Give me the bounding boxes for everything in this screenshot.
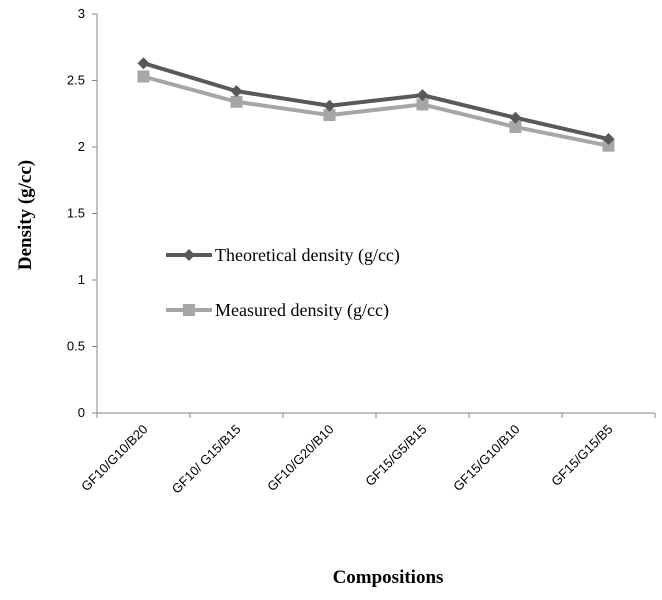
x-axis: GF10/G10/B20 GF10/ G15/B15 GF10/G20/B10 GF1… [78, 412, 656, 497]
series-line [142, 61, 609, 141]
y-axis-title: Density (g/cc) [15, 160, 36, 270]
data-point [323, 99, 336, 112]
x-category-label: GF10/G10/B20 [78, 422, 150, 494]
x-category-label: GF15/G10/B10 [450, 422, 522, 494]
series-measured [137, 70, 615, 152]
legend-marker [183, 249, 195, 261]
data-point [509, 121, 522, 134]
x-category-label: GF15/G15/B5 [548, 422, 615, 489]
series-layer [137, 57, 615, 152]
y-tick-label: 2 [78, 139, 85, 154]
data-point [137, 70, 150, 83]
y-axis: 0 0.5 1 1.5 2 2.5 3 [67, 6, 98, 420]
data-point [416, 89, 429, 102]
data-point [323, 109, 336, 122]
data-point [509, 111, 522, 124]
y-tick-label: 3 [78, 6, 85, 21]
data-point [602, 139, 615, 152]
data-point [416, 98, 429, 111]
x-axis-title: Compositions [333, 567, 444, 588]
data-point [602, 133, 615, 146]
legend-item: Theoretical density (g/cc) [166, 245, 400, 266]
series-line [142, 74, 609, 148]
y-tick-label: 0.5 [67, 339, 85, 354]
legend-label: Measured density (g/cc) [215, 300, 389, 321]
x-category-label: GF10/ G15/B15 [169, 422, 244, 497]
data-point [137, 57, 150, 70]
data-point [230, 95, 243, 108]
legend-item: Measured density (g/cc) [166, 300, 389, 321]
x-category-label: GF15/G5/B15 [362, 422, 429, 489]
legend: Theoretical density (g/cc) Measured densi… [166, 245, 400, 321]
series-theoretical [137, 57, 615, 146]
y-tick-label: 1 [78, 272, 85, 287]
y-tick-label: 1.5 [67, 206, 85, 221]
y-tick-label: 2.5 [67, 73, 85, 88]
data-point [230, 85, 243, 98]
x-category-label: GF10/G20/B10 [264, 422, 336, 494]
legend-label: Theoretical density (g/cc) [215, 245, 400, 266]
y-tick-label: 0 [78, 405, 85, 420]
legend-marker [183, 304, 195, 316]
